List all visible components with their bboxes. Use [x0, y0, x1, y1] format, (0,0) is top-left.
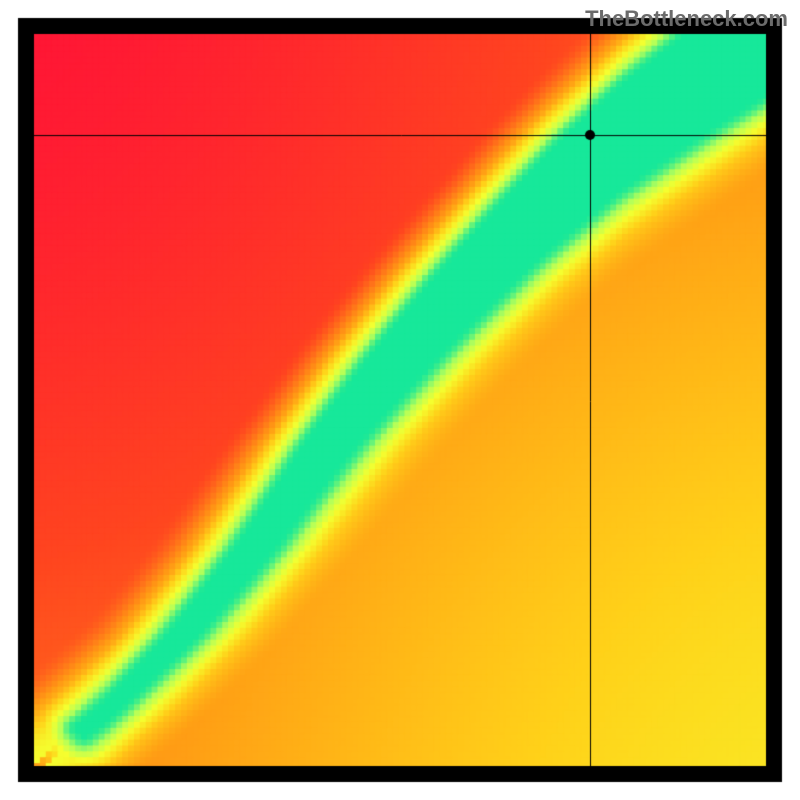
watermark-text: TheBottleneck.com [585, 6, 788, 32]
bottleneck-heatmap [0, 0, 800, 800]
